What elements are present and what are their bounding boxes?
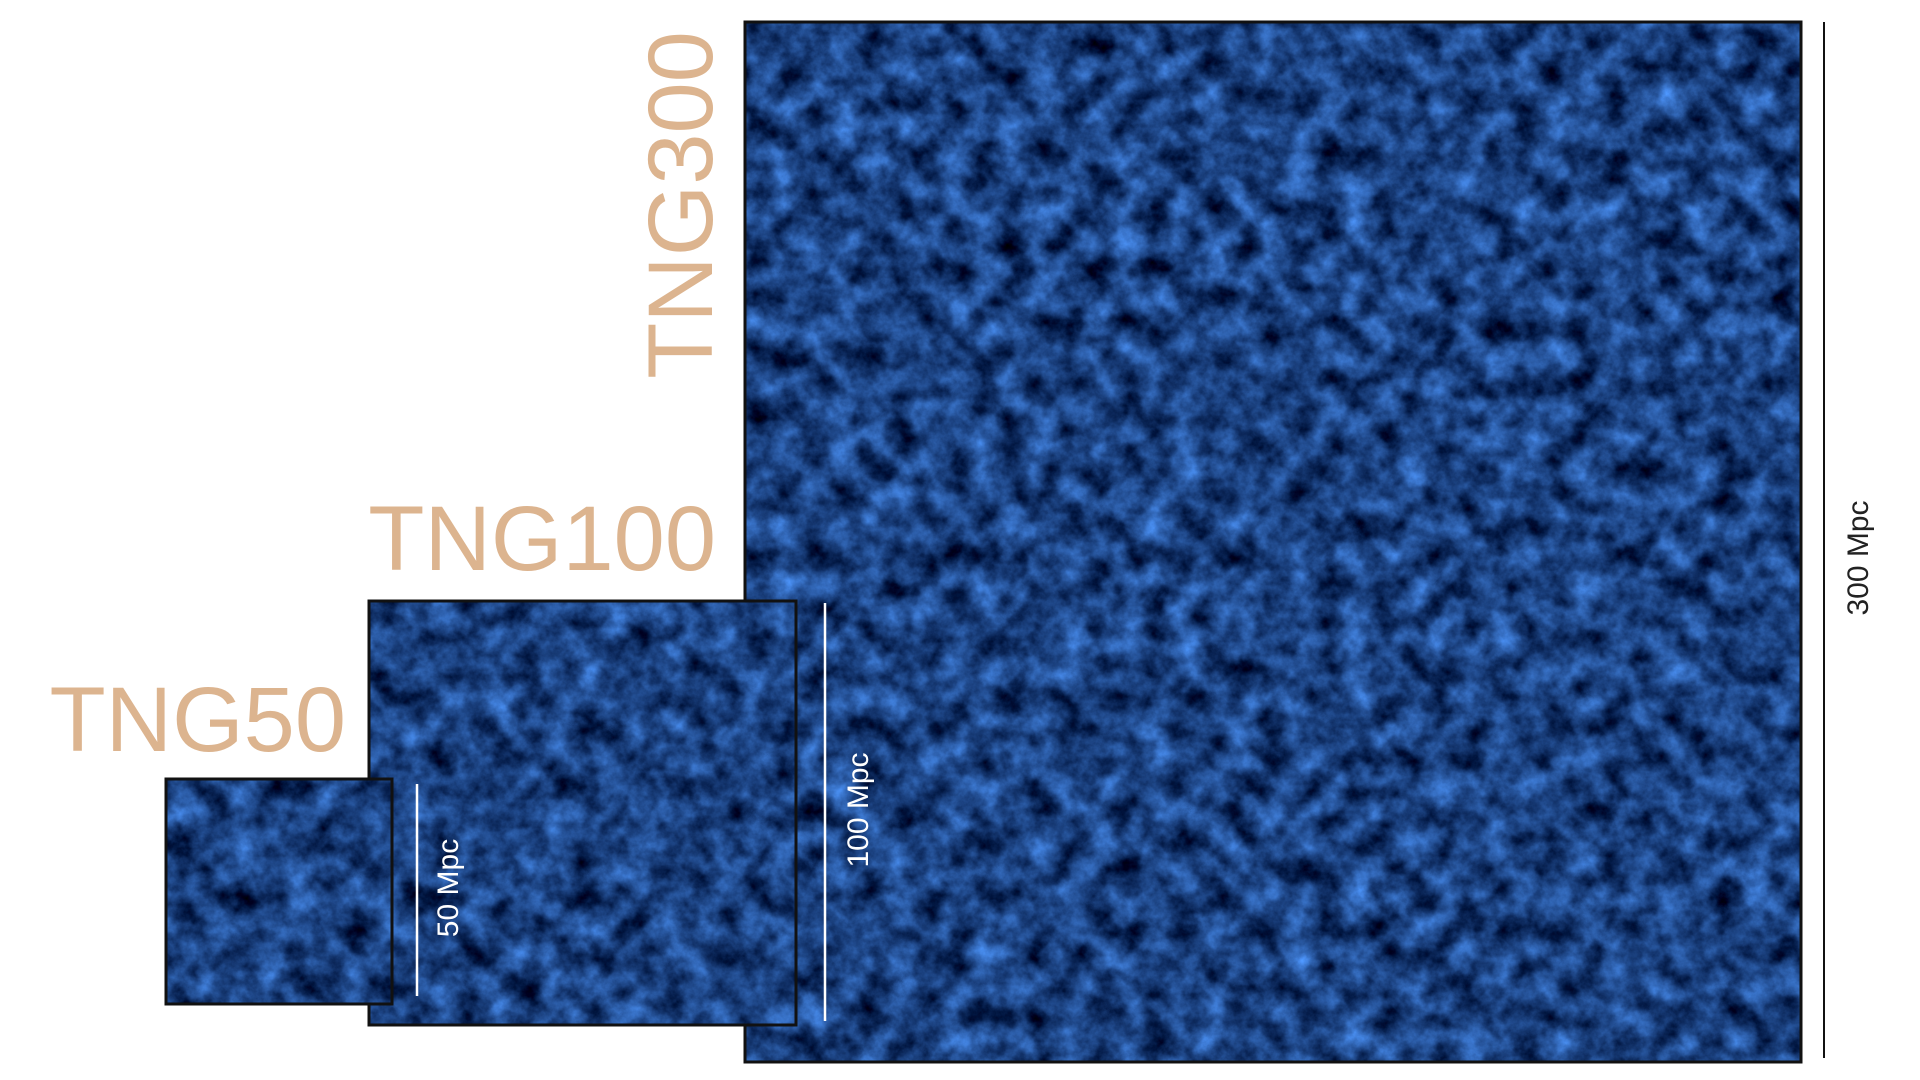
tng50-image xyxy=(166,779,392,1004)
sim-label: TNG50 xyxy=(49,669,346,771)
sim-label: TNG300 xyxy=(630,31,732,379)
scale-label: 50 Mpc xyxy=(432,839,465,937)
tng300-image xyxy=(745,22,1801,1062)
scale-label: 300 Mpc xyxy=(1842,500,1875,615)
tng300-frame xyxy=(743,20,1803,1064)
tng50-frame xyxy=(164,777,394,1006)
tng100-image xyxy=(369,601,796,1025)
sim-label: TNG100 xyxy=(368,488,716,590)
scale-label: 100 Mpc xyxy=(842,752,875,867)
